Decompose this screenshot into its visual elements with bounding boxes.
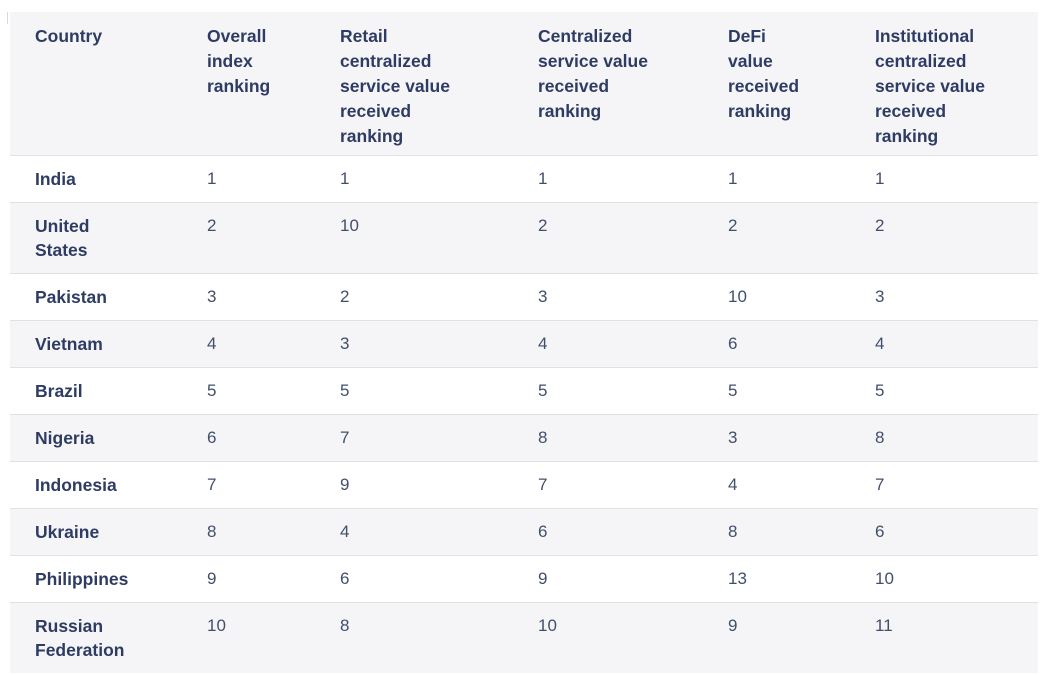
table-row: Vietnam 4 3 4 6 4 [10, 320, 1038, 368]
crypto-adoption-ranking-table: Country Overall index ranking Retail cen… [10, 12, 1038, 673]
page-edge-artifact [7, 12, 8, 24]
retail-centralized-ranking-cell: 5 [340, 381, 350, 400]
table-row: India 1 1 1 1 1 [10, 155, 1038, 203]
centralized-ranking-cell: 10 [538, 616, 557, 635]
country-cell: Philippines [35, 569, 129, 589]
defi-ranking-cell: 10 [728, 287, 747, 306]
centralized-ranking-cell: 2 [538, 216, 548, 235]
institutional-centralized-ranking-cell: 3 [875, 287, 885, 306]
defi-ranking-cell: 5 [728, 381, 738, 400]
country-cell: Russian Federation [35, 616, 125, 660]
overall-index-ranking-cell: 9 [207, 569, 217, 588]
table-row: Indonesia 7 9 7 4 7 [10, 461, 1038, 509]
table-header-row: Country Overall index ranking Retail cen… [10, 12, 1038, 156]
country-cell: Pakistan [35, 287, 107, 307]
institutional-centralized-ranking-cell: 8 [875, 428, 885, 447]
country-cell: Indonesia [35, 475, 117, 495]
institutional-centralized-ranking-cell: 5 [875, 381, 885, 400]
retail-centralized-ranking-cell: 7 [340, 428, 350, 447]
institutional-centralized-ranking-cell: 10 [875, 569, 894, 588]
column-header-overall-index-ranking: Overall index ranking [207, 12, 340, 156]
country-cell: Ukraine [35, 522, 100, 542]
defi-ranking-cell: 8 [728, 522, 738, 541]
overall-index-ranking-cell: 8 [207, 522, 217, 541]
country-cell: Brazil [35, 381, 83, 401]
defi-ranking-cell: 6 [728, 334, 738, 353]
table-row: Brazil 5 5 5 5 5 [10, 367, 1038, 415]
defi-ranking-cell: 9 [728, 616, 738, 635]
retail-centralized-ranking-cell: 3 [340, 334, 350, 353]
overall-index-ranking-cell: 1 [207, 169, 217, 188]
defi-ranking-cell: 13 [728, 569, 747, 588]
column-header-institutional-centralized-service-value-received-ranking: Institutional centralized service value … [875, 12, 1038, 156]
table-row: United States 2 10 2 2 2 [10, 202, 1038, 274]
defi-ranking-cell: 4 [728, 475, 738, 494]
overall-index-ranking-cell: 5 [207, 381, 217, 400]
overall-index-ranking-cell: 7 [207, 475, 217, 494]
table-row: Pakistan 3 2 3 10 3 [10, 273, 1038, 321]
centralized-ranking-cell: 4 [538, 334, 548, 353]
centralized-ranking-cell: 3 [538, 287, 548, 306]
country-cell: Nigeria [35, 428, 95, 448]
column-header-defi-value-received-ranking: DeFi value received ranking [728, 12, 875, 156]
country-cell: United States [35, 216, 90, 260]
retail-centralized-ranking-cell: 8 [340, 616, 350, 635]
retail-centralized-ranking-cell: 4 [340, 522, 350, 541]
country-cell: Vietnam [35, 334, 103, 354]
retail-centralized-ranking-cell: 10 [340, 216, 359, 235]
centralized-ranking-cell: 7 [538, 475, 548, 494]
table-body: India 1 1 1 1 1 United States 2 10 2 2 2… [10, 155, 1038, 673]
institutional-centralized-ranking-cell: 7 [875, 475, 885, 494]
overall-index-ranking-cell: 6 [207, 428, 217, 447]
overall-index-ranking-cell: 10 [207, 616, 226, 635]
centralized-ranking-cell: 9 [538, 569, 548, 588]
table-header: Country Overall index ranking Retail cen… [10, 12, 1038, 156]
institutional-centralized-ranking-cell: 2 [875, 216, 885, 235]
overall-index-ranking-cell: 4 [207, 334, 217, 353]
column-header-country: Country [10, 12, 207, 156]
centralized-ranking-cell: 8 [538, 428, 548, 447]
overall-index-ranking-cell: 2 [207, 216, 217, 235]
table-row: Russian Federation 10 8 10 9 11 [10, 602, 1038, 673]
institutional-centralized-ranking-cell: 4 [875, 334, 885, 353]
centralized-ranking-cell: 6 [538, 522, 548, 541]
column-header-retail-centralized-service-value-received-ranking: Retail centralized service value receive… [340, 12, 538, 156]
defi-ranking-cell: 1 [728, 169, 738, 188]
column-header-centralized-service-value-received-ranking: Centralized service value received ranki… [538, 12, 728, 156]
table-row: Nigeria 6 7 8 3 8 [10, 414, 1038, 462]
institutional-centralized-ranking-cell: 1 [875, 169, 885, 188]
centralized-ranking-cell: 1 [538, 169, 548, 188]
country-cell: India [35, 169, 76, 189]
retail-centralized-ranking-cell: 1 [340, 169, 350, 188]
table-row: Philippines 9 6 9 13 10 [10, 555, 1038, 603]
defi-ranking-cell: 3 [728, 428, 738, 447]
overall-index-ranking-cell: 3 [207, 287, 217, 306]
institutional-centralized-ranking-cell: 11 [875, 616, 893, 635]
retail-centralized-ranking-cell: 2 [340, 287, 350, 306]
defi-ranking-cell: 2 [728, 216, 738, 235]
table-row: Ukraine 8 4 6 8 6 [10, 508, 1038, 556]
retail-centralized-ranking-cell: 9 [340, 475, 350, 494]
institutional-centralized-ranking-cell: 6 [875, 522, 885, 541]
centralized-ranking-cell: 5 [538, 381, 548, 400]
crypto-adoption-ranking-table-container: Country Overall index ranking Retail cen… [10, 12, 1038, 673]
retail-centralized-ranking-cell: 6 [340, 569, 350, 588]
